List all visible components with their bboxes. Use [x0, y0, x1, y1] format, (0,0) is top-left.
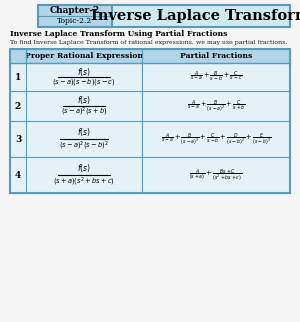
Bar [112, 5, 290, 27]
Text: $(s-a)(s-b)(s-c)$: $(s-a)(s-b)(s-c)$ [52, 77, 116, 87]
Text: $(s-a)^2(s+b)$: $(s-a)^2(s+b)$ [61, 106, 107, 118]
Text: 1: 1 [15, 72, 21, 81]
Text: Partial Fractions: Partial Fractions [180, 52, 252, 60]
Text: Inverse Laplace Transform: Inverse Laplace Transform [91, 9, 300, 23]
Text: Topic-2.2: Topic-2.2 [57, 17, 93, 25]
Text: $\frac{A}{s-a}+\frac{B}{s-b}+\frac{C}{s-c}$: $\frac{A}{s-a}+\frac{B}{s-b}+\frac{C}{s-… [190, 70, 242, 84]
Text: $\frac{A}{s-a}+\frac{B}{(s-a)^2}+\frac{C}{s-b}+\frac{D}{(s-b)^2}+\frac{E}{(s-b)^: $\frac{A}{s-a}+\frac{B}{(s-a)^2}+\frac{C… [161, 131, 271, 147]
Text: $\frac{A}{(s+a)}+\frac{Bs+C}{(s^2+bs+c)}$: $\frac{A}{(s+a)}+\frac{Bs+C}{(s^2+bs+c)}… [189, 167, 243, 183]
Bar [10, 49, 290, 63]
Text: Chapter-2: Chapter-2 [50, 6, 100, 15]
Bar [10, 49, 290, 193]
Text: $f(s)$: $f(s)$ [77, 94, 91, 106]
Text: 4: 4 [15, 171, 21, 179]
Text: $f(s)$: $f(s)$ [77, 66, 91, 78]
Text: $f(s)$: $f(s)$ [77, 162, 91, 174]
Bar [10, 49, 290, 193]
Text: $(s-a)^2(s-b)^2$: $(s-a)^2(s-b)^2$ [59, 140, 109, 152]
Text: 2: 2 [15, 101, 21, 110]
Text: $\frac{A}{s-a}+\frac{B}{(s-a)^2}+\frac{C}{s+b}$: $\frac{A}{s-a}+\frac{B}{(s-a)^2}+\frac{C… [187, 98, 245, 114]
Text: To find Inverse Laplace Transform of rational expressions, we may use partial fr: To find Inverse Laplace Transform of rat… [10, 40, 287, 44]
Text: $(s+a)(s^2+bs+c)$: $(s+a)(s^2+bs+c)$ [53, 176, 115, 188]
Text: Proper Rational Expression: Proper Rational Expression [25, 52, 143, 60]
Text: Inverse Laplace Transform Using Partial Fractions: Inverse Laplace Transform Using Partial … [10, 30, 227, 38]
Text: $f(s)$: $f(s)$ [77, 126, 91, 138]
Bar [38, 5, 112, 27]
Text: 3: 3 [15, 135, 21, 144]
Bar [38, 5, 290, 27]
